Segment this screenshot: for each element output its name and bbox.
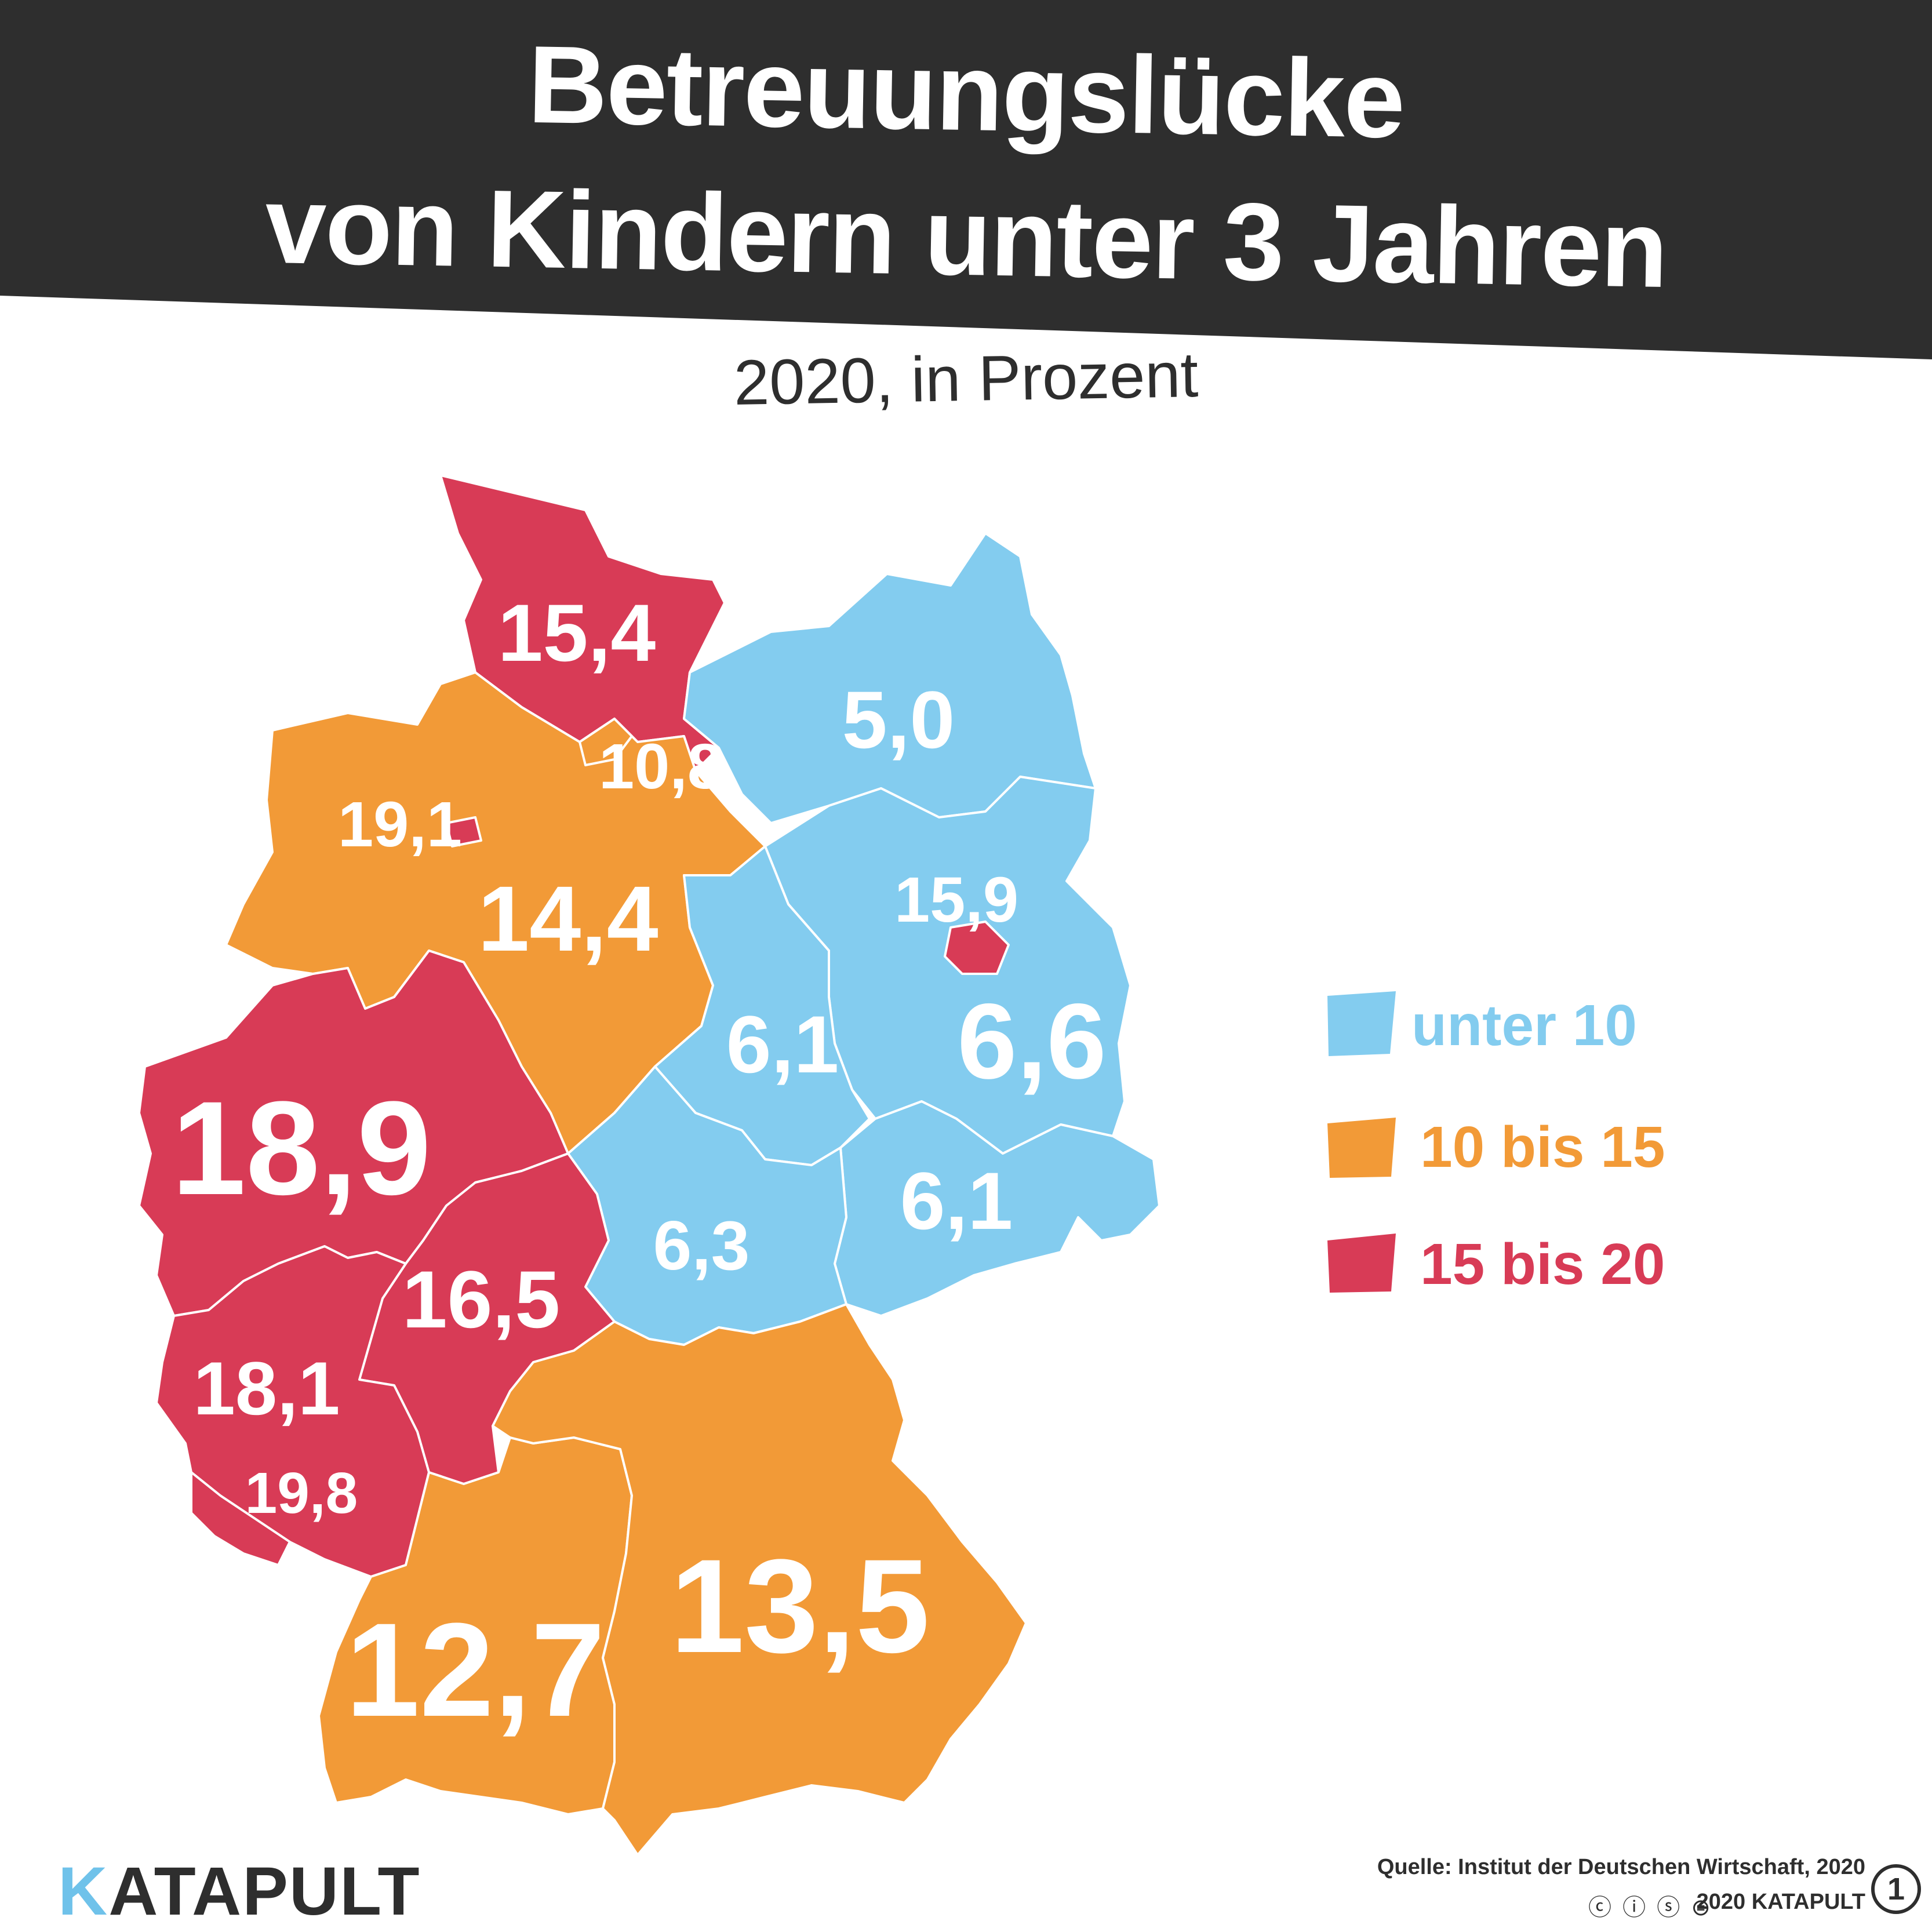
header-background (0, 0, 1932, 359)
label-bayern: 13,5 (670, 1531, 930, 1680)
label-mecklenburg-vorpommern: 5,0 (842, 674, 955, 765)
state-sachsen (834, 1100, 1160, 1317)
state-bremen (445, 816, 482, 847)
legend-swatches (1327, 991, 1396, 1293)
legend-label-10-to-15: 10 bis 15 (1420, 1115, 1665, 1180)
state-value-labels: 15,4 5,0 10,8 19,1 14,4 6,6 15,9 6,1 18,… (172, 587, 1106, 1744)
state-saarland (190, 1471, 291, 1566)
label-brandenburg: 6,6 (957, 982, 1106, 1101)
state-bayern (492, 1303, 1027, 1856)
label-sachsen-anhalt: 6,1 (726, 999, 839, 1090)
label-bremen: 19,1 (338, 789, 462, 860)
legend-swatch-blue (1327, 991, 1396, 1056)
label-hessen: 16,5 (402, 1254, 560, 1345)
state-shapes (138, 474, 1160, 1856)
label-hamburg: 10,8 (599, 731, 723, 802)
label-rheinland-pfalz: 18,1 (193, 1346, 340, 1431)
legend-swatch-orange (1327, 1118, 1396, 1178)
legend-swatch-red (1327, 1234, 1396, 1293)
header-band (0, 0, 1932, 359)
source-note: Quelle: Institut der Deutschen Wirtschaf… (1377, 1855, 1865, 1879)
label-schleswig-holstein: 15,4 (498, 587, 656, 678)
label-thueringen: 6,3 (653, 1207, 750, 1285)
state-hamburg (578, 718, 633, 766)
state-mecklenburg-vorpommern (683, 532, 1097, 824)
license-icons: ⓒ ⓘ ⓢ ⊜ (1588, 1895, 1713, 1920)
label-berlin: 15,9 (894, 864, 1018, 936)
logo-rest: ATAPULT (108, 1853, 421, 1930)
katapult-logo: KATAPULT (58, 1852, 421, 1931)
state-berlin (944, 920, 1010, 975)
label-niedersachsen: 14,4 (478, 867, 658, 970)
label-nordrhein-westfalen: 18,9 (172, 1074, 431, 1222)
edition-badge: 1 (1871, 1864, 1921, 1914)
copyright-note: 2020 KATAPULT (1696, 1890, 1865, 1914)
logo-k: K (58, 1853, 109, 1930)
label-sachsen: 6,1 (900, 1155, 1013, 1246)
legend-label-under-10: unter 10 (1411, 993, 1638, 1058)
label-baden-wuerttemberg: 12,7 (345, 1595, 605, 1744)
legend-label-15-to-20: 15 bis 20 (1420, 1232, 1665, 1297)
label-saarland: 19,8 (245, 1461, 358, 1526)
